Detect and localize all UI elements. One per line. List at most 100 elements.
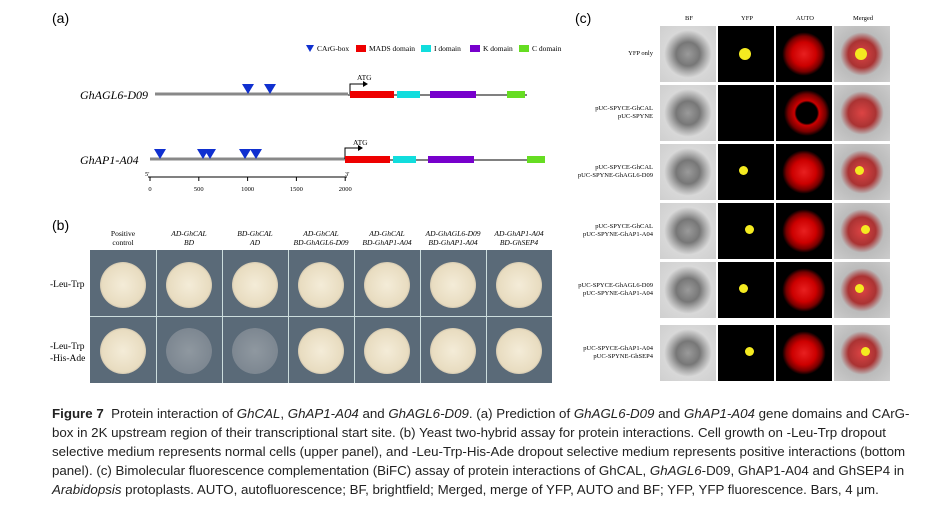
- scale-label: 0: [148, 186, 151, 193]
- tss-arrow: [363, 81, 368, 87]
- divider: [90, 316, 552, 317]
- atg: ATG: [357, 73, 372, 82]
- column-header: BD-GhAP1-A04: [362, 238, 412, 247]
- c-domain: [507, 91, 525, 98]
- row-label: -His-Ade: [50, 354, 86, 364]
- caption-text: GhCAL: [236, 406, 281, 421]
- row-label: pUC-SPYCE-GhCAL: [595, 164, 653, 171]
- colony: [496, 328, 542, 374]
- gene-2: GhAP1-A04 ATG: [80, 138, 545, 167]
- gene-name: GhAP1-A04: [80, 153, 139, 167]
- caption-text: GhAP1-A04: [287, 406, 359, 421]
- column-header: BD: [184, 238, 194, 247]
- i-domain: [393, 156, 416, 163]
- micrograph: [660, 262, 716, 318]
- legend: CArG-box MADS domain I domain K domain C…: [306, 44, 562, 53]
- legend-icon: [519, 45, 529, 52]
- colony: [430, 328, 476, 374]
- yfp-signal: [861, 347, 870, 356]
- yfp-signal: [745, 225, 754, 234]
- colony: [298, 262, 344, 308]
- yfp-signal: [745, 347, 754, 356]
- c-domain: [527, 156, 545, 163]
- micrograph: [660, 144, 716, 200]
- row-label: pUC-SPYNE-GhSEP4: [593, 353, 653, 360]
- column-header: BD-GhAP1-A04: [428, 238, 478, 247]
- caption-label: Figure 7: [52, 406, 104, 421]
- yfp-signal: [739, 48, 751, 60]
- caption-text: -D09, GhAP1-A04 and GhSEP4 in: [701, 463, 905, 478]
- micrograph: [776, 325, 832, 381]
- i-domain: [397, 91, 420, 98]
- caption-text: and: [358, 406, 389, 421]
- gene-1: GhAGL6-D09 ATG: [80, 73, 527, 102]
- column-header: YFP: [741, 15, 753, 22]
- micrograph: [660, 203, 716, 259]
- legend-icon: [470, 45, 480, 52]
- scale-label: 1500: [290, 186, 303, 193]
- row-label: -Leu-Trp: [50, 280, 85, 290]
- column-header: BD-GhCAL: [237, 229, 273, 238]
- colony: [100, 262, 146, 308]
- panel-label: (a): [52, 10, 70, 26]
- legend-text: I domain: [434, 44, 461, 53]
- column-header: BF: [685, 15, 693, 22]
- row-label: pUC-SPYCE-GhAGL6-D09: [578, 282, 653, 289]
- tss-arrow: [349, 83, 363, 94]
- column-header: BD-GhAGL6-D09: [293, 238, 349, 247]
- caption: Figure 7 Protein interaction of GhCAL, G…: [52, 404, 912, 499]
- carg-box: [154, 149, 166, 159]
- colony: [430, 262, 476, 308]
- micrograph: [776, 262, 832, 318]
- yfp-signal: [861, 225, 870, 234]
- scale-label: 1000: [241, 186, 254, 193]
- scale-label: 500: [194, 186, 204, 193]
- row-label: pUC-SPYCE-GhAP1-A04: [583, 345, 653, 352]
- micrograph: [660, 26, 716, 82]
- legend-text: K domain: [483, 44, 513, 53]
- caption-text: GhAGL6-D09: [573, 406, 655, 421]
- row-label: -Leu-Trp: [50, 342, 85, 352]
- colony: [100, 328, 146, 374]
- k-domain: [430, 91, 476, 98]
- row-label: pUC-SPYNE-GhAGL6-D09: [577, 172, 653, 179]
- column-header: Positive: [110, 229, 136, 238]
- column-header: AD-GhCAL: [171, 229, 207, 238]
- atg: ATG: [353, 138, 368, 147]
- micrograph: [834, 85, 890, 141]
- colony: [232, 262, 278, 308]
- carg-box: [242, 84, 254, 94]
- caption-text: Arabidopsis: [52, 482, 122, 497]
- carg-box: [264, 84, 276, 94]
- scale-label: 2000: [339, 186, 352, 193]
- mads: [350, 91, 394, 98]
- caption-text: . (a) Prediction of: [468, 406, 574, 421]
- colony: [166, 328, 212, 374]
- caption-text: Protein interaction of: [111, 406, 237, 421]
- colony: [364, 328, 410, 374]
- row-label: pUC-SPYNE-GhAP1-A04: [582, 231, 653, 238]
- micrograph: [660, 325, 716, 381]
- micrograph: [776, 144, 832, 200]
- colony: [364, 262, 410, 308]
- row-label: YFP only: [628, 50, 653, 57]
- caption-text: and: [654, 406, 684, 421]
- legend-icon: [356, 45, 366, 52]
- carg-box: [204, 149, 216, 159]
- yfp-signal: [855, 48, 867, 60]
- legend-icon: [421, 45, 431, 52]
- caption-text: protoplasts. AUTO, autofluorescence; BF,…: [121, 482, 879, 497]
- colony: [496, 262, 542, 308]
- micrograph: [718, 85, 774, 141]
- row-label: pUC-SPYCE-GhCAL: [595, 223, 653, 230]
- legend-text: CArG-box: [317, 44, 349, 53]
- panel-label: (b): [52, 217, 70, 233]
- gene-diagram: CArG-box MADS domain I domain K domain C…: [80, 44, 562, 193]
- column-header: Merged: [852, 15, 874, 22]
- caption-text: ,: [280, 406, 288, 421]
- yfp-signal: [739, 284, 748, 293]
- micrograph: [776, 203, 832, 259]
- row-label: pUC-SPYCE-GhCAL: [595, 105, 653, 112]
- panel-label: (c): [575, 10, 592, 26]
